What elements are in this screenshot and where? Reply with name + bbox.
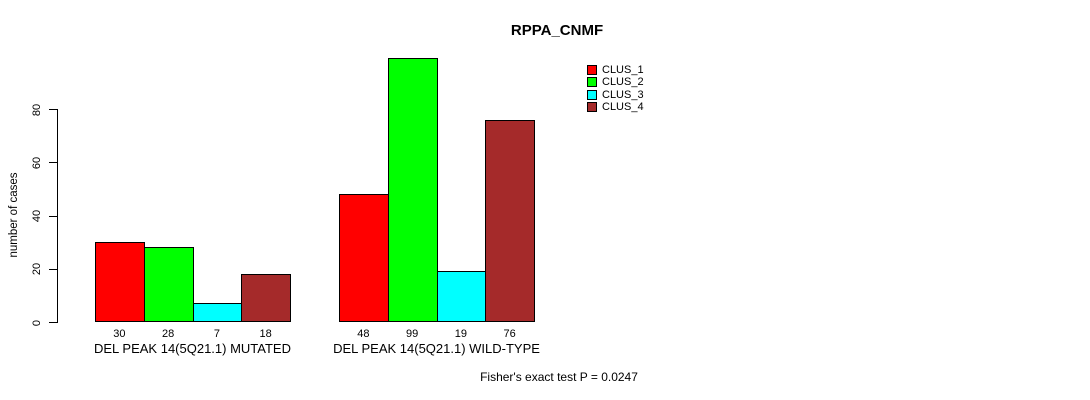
- y-axis-tick: [49, 268, 57, 270]
- y-axis-tick-label: 40: [31, 209, 43, 223]
- bar-value-label: 18: [259, 328, 272, 340]
- legend-swatch-icon: [587, 102, 597, 113]
- bar-value-label: 28: [162, 328, 175, 340]
- bar-value-label: 99: [406, 328, 419, 340]
- y-axis-tick-label: 0: [31, 319, 43, 326]
- bar-value-label: 48: [357, 328, 370, 340]
- y-axis-label: number of cases: [8, 172, 20, 258]
- bar-value-label: 30: [113, 328, 126, 340]
- bar-clus_3-group1: [192, 303, 243, 322]
- legend-swatch-icon: [587, 77, 597, 88]
- bar-clus_1-group2: [339, 194, 389, 322]
- pvalue-annotation: Fisher's exact test P = 0.0247: [480, 370, 638, 384]
- y-axis-line: [57, 109, 58, 323]
- legend-label: CLUS_4: [602, 101, 644, 114]
- bar-value-label: 7: [213, 328, 220, 340]
- legend-row-clus_3: CLUS_3: [587, 89, 644, 101]
- chart-title: RPPA_CNMF: [510, 22, 604, 39]
- legend-swatch-icon: [587, 89, 597, 100]
- legend: CLUS_1 CLUS_2 CLUS_3 CLUS_4: [587, 64, 644, 113]
- legend-label: CLUS_1: [602, 64, 644, 77]
- bar-value-label: 76: [503, 328, 516, 340]
- legend-swatch-icon: [587, 65, 597, 76]
- legend-label: CLUS_2: [602, 76, 644, 89]
- legend-row-clus_1: CLUS_1: [587, 64, 644, 76]
- bar-clus_2-group2: [387, 58, 438, 322]
- legend-label: CLUS_3: [602, 88, 644, 101]
- group-label: DEL PEAK 14(5Q21.1) WILD-TYPE: [333, 341, 540, 356]
- y-axis-tick: [49, 162, 57, 164]
- y-axis-tick: [49, 322, 57, 323]
- group-label: DEL PEAK 14(5Q21.1) MUTATED: [94, 341, 291, 356]
- legend-row-clus_2: CLUS_2: [587, 76, 644, 88]
- y-axis-tick-label: 60: [31, 156, 43, 169]
- y-axis-tick-label: 20: [31, 263, 43, 276]
- bar-clus_1-group1: [95, 242, 145, 322]
- y-axis-tick-label: 80: [31, 103, 43, 116]
- bar-clus_2-group1: [143, 247, 194, 322]
- bar-clus_3-group2: [436, 271, 487, 322]
- bar-value-label: 19: [454, 328, 467, 340]
- bar-clus_4-group2: [485, 119, 535, 322]
- y-axis-tick: [49, 215, 57, 217]
- bar-clus_4-group1: [241, 274, 291, 322]
- legend-row-clus_4: CLUS_4: [587, 101, 644, 113]
- y-axis-tick: [49, 109, 57, 110]
